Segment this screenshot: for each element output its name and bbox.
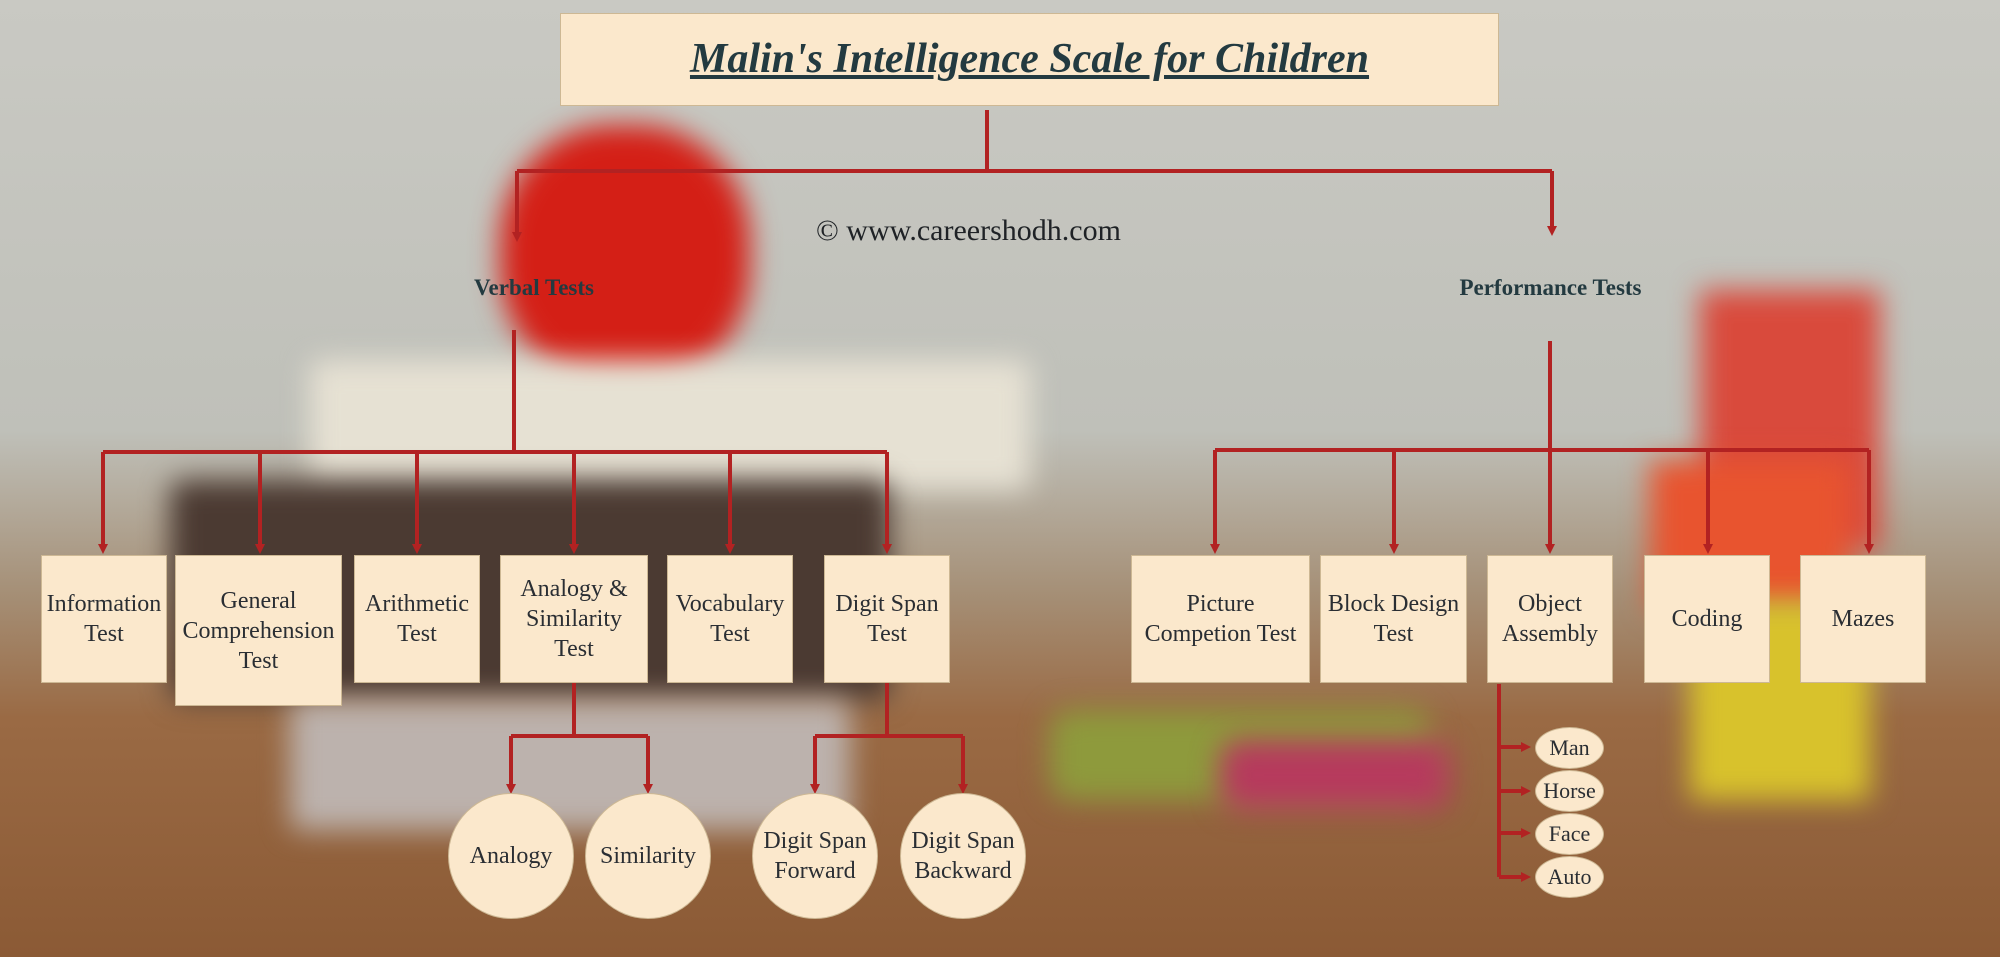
mazes-node: Mazes xyxy=(1800,555,1926,683)
auto-node: Auto xyxy=(1535,856,1604,898)
block-design-test-node: Block Design Test xyxy=(1320,555,1467,683)
verbal-tests-label: Verbal Tests xyxy=(474,275,594,300)
arithmetic-test-node: Arithmetic Test xyxy=(354,555,480,683)
background-pencils-pink xyxy=(1220,740,1450,810)
copyright-notice: © www.careershodh.com xyxy=(816,214,1121,247)
similarity-node: Similarity xyxy=(585,793,711,919)
object-assembly-node: Object Assembly xyxy=(1487,555,1613,683)
digit-span-forward-node: Digit Span Forward xyxy=(752,793,878,919)
performance-tests-node: Performance Tests xyxy=(1451,238,1650,337)
horse-node: Horse xyxy=(1535,770,1604,812)
man-node: Man xyxy=(1535,727,1604,769)
face-node: Face xyxy=(1535,813,1604,855)
picture-completion-test-node: Picture Competion Test xyxy=(1131,555,1310,683)
background-books xyxy=(310,360,1030,490)
information-test-node: Information Test xyxy=(41,555,167,683)
verbal-tests-node: Verbal Tests xyxy=(455,248,613,328)
diagram-title: Malin's Intelligence Scale for Children xyxy=(560,13,1499,106)
digit-span-test-node: Digit Span Test xyxy=(824,555,950,683)
performance-tests-label: Performance Tests xyxy=(1459,274,1642,300)
vocabulary-test-node: Vocabulary Test xyxy=(667,555,793,683)
coding-node: Coding xyxy=(1644,555,1770,683)
background-books-lower xyxy=(290,700,850,830)
digit-span-backward-node: Digit Span Backward xyxy=(900,793,1026,919)
analogy-similarity-test-node: Analogy & Similarity Test xyxy=(500,555,648,683)
general-comprehension-test-node: General Comprehension Test xyxy=(175,555,342,706)
analogy-node: Analogy xyxy=(448,793,574,919)
